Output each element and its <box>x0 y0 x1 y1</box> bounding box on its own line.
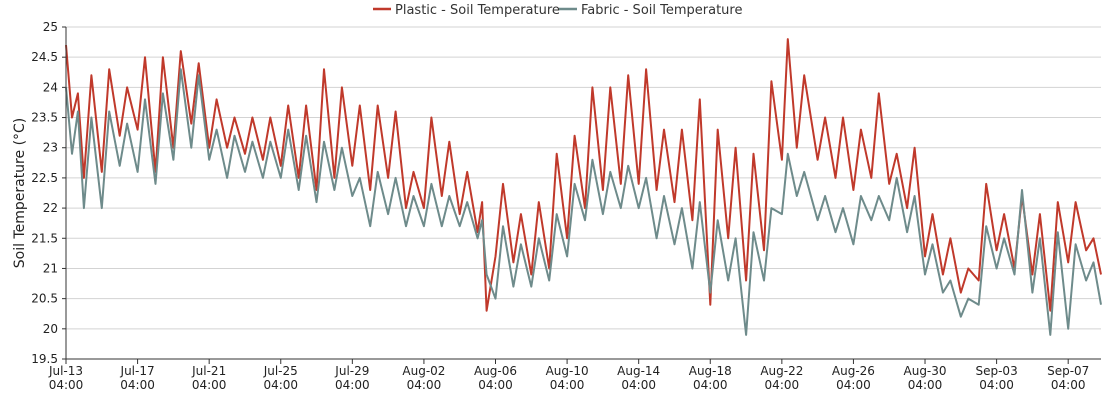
y-tick-label: 19.5 <box>31 352 58 366</box>
x-tick-label-time: 04:00 <box>192 378 227 392</box>
y-tick-label: 23.5 <box>31 111 58 125</box>
x-tick-label-date: Aug-26 <box>832 364 875 378</box>
x-tick-label-time: 04:00 <box>836 378 871 392</box>
x-tick-label-date: Jul-29 <box>334 364 369 378</box>
y-tick-label: 22.5 <box>31 171 58 185</box>
y-axis-ticks: 19.5 20 20.5 21 21.5 22 22.5 23 23.5 24 24.5 25 <box>31 20 66 366</box>
x-tick-label-date: Jul-17 <box>120 364 155 378</box>
x-tick-label-date: Jul-21 <box>191 364 226 378</box>
x-tick-label-time: 04:00 <box>621 378 656 392</box>
x-tick-label-date: Aug-10 <box>546 364 589 378</box>
legend-label-plastic[interactable]: Plastic - Soil Temperature <box>395 3 560 18</box>
y-tick-label: 24 <box>43 80 58 94</box>
x-tick-label-date: Aug-14 <box>617 364 660 378</box>
x-tick-label-date: Sep-03 <box>975 364 1017 378</box>
y-tick-label: 24.5 <box>31 50 58 64</box>
series-line-0[interactable] <box>65 38 1102 312</box>
y-tick-label: 21 <box>43 261 58 275</box>
x-tick-label-time: 04:00 <box>49 378 84 392</box>
y-tick-label: 20.5 <box>31 292 58 306</box>
y-tick-label: 21.5 <box>31 231 58 245</box>
series-lines <box>65 38 1102 336</box>
y-tick-label: 22 <box>43 201 58 215</box>
x-tick-label-time: 04:00 <box>478 378 513 392</box>
x-tick-label-time: 04:00 <box>407 378 442 392</box>
x-tick-label-time: 04:00 <box>765 378 800 392</box>
x-tick-label-date: Aug-02 <box>402 364 445 378</box>
y-tick-label: 20 <box>43 322 58 336</box>
x-axis-ticks: Jul-1304:00Jul-1704:00Jul-2104:00Jul-250… <box>48 359 1089 392</box>
x-tick-label-time: 04:00 <box>979 378 1014 392</box>
legend[interactable]: Plastic - Soil Temperature Fabric - Soil… <box>373 3 742 18</box>
x-tick-label-date: Aug-18 <box>689 364 732 378</box>
x-tick-label-time: 04:00 <box>1051 378 1086 392</box>
x-tick-label-time: 04:00 <box>693 378 728 392</box>
y-tick-label: 23 <box>43 141 58 155</box>
x-tick-label-time: 04:00 <box>550 378 585 392</box>
legend-label-fabric[interactable]: Fabric - Soil Temperature <box>581 3 742 18</box>
x-tick-label-date: Jul-13 <box>48 364 83 378</box>
x-tick-label-time: 04:00 <box>120 378 155 392</box>
x-tick-label-date: Aug-30 <box>904 364 947 378</box>
x-tick-label-time: 04:00 <box>335 378 370 392</box>
x-tick-label-date: Aug-06 <box>474 364 517 378</box>
y-tick-label: 25 <box>43 20 58 34</box>
x-tick-label-date: Jul-25 <box>263 364 298 378</box>
x-tick-label-date: Aug-22 <box>760 364 803 378</box>
y-axis-title: Soil Temperature (°C) <box>12 118 28 269</box>
gridlines <box>66 26 1101 360</box>
series-line-1[interactable] <box>65 68 1102 336</box>
x-tick-label-time: 04:00 <box>263 378 298 392</box>
x-tick-label-date: Sep-07 <box>1047 364 1089 378</box>
x-tick-label-time: 04:00 <box>908 378 943 392</box>
